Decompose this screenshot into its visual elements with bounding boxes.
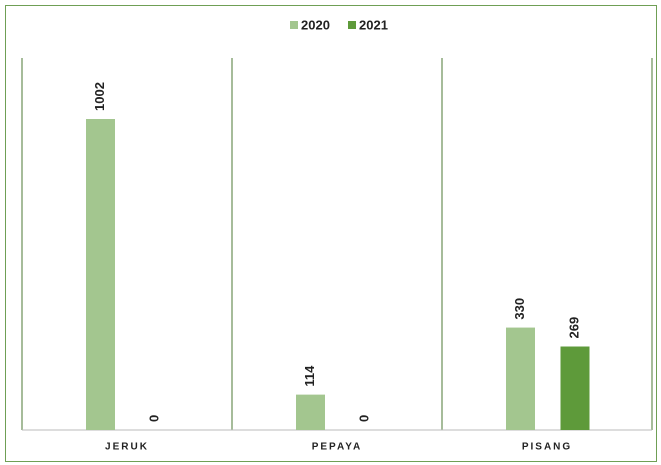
data-label: 0 [356, 415, 371, 422]
legend-label: 2020 [301, 17, 330, 32]
bar [86, 119, 115, 430]
legend-swatch [290, 21, 298, 29]
x-tick-label: PEPAYA [312, 442, 363, 453]
data-label: 1002 [92, 82, 107, 111]
data-label: 114 [302, 365, 317, 387]
data-label: 0 [146, 415, 161, 422]
x-tick-label: JERUK [105, 442, 149, 453]
bar [296, 394, 325, 430]
legend-label: 2021 [359, 17, 388, 32]
legend-swatch [348, 21, 356, 29]
bar [560, 346, 590, 430]
bar [506, 327, 535, 430]
data-label: 330 [512, 298, 527, 320]
x-tick-label: PISANG [522, 442, 572, 453]
data-label: 269 [566, 317, 581, 339]
